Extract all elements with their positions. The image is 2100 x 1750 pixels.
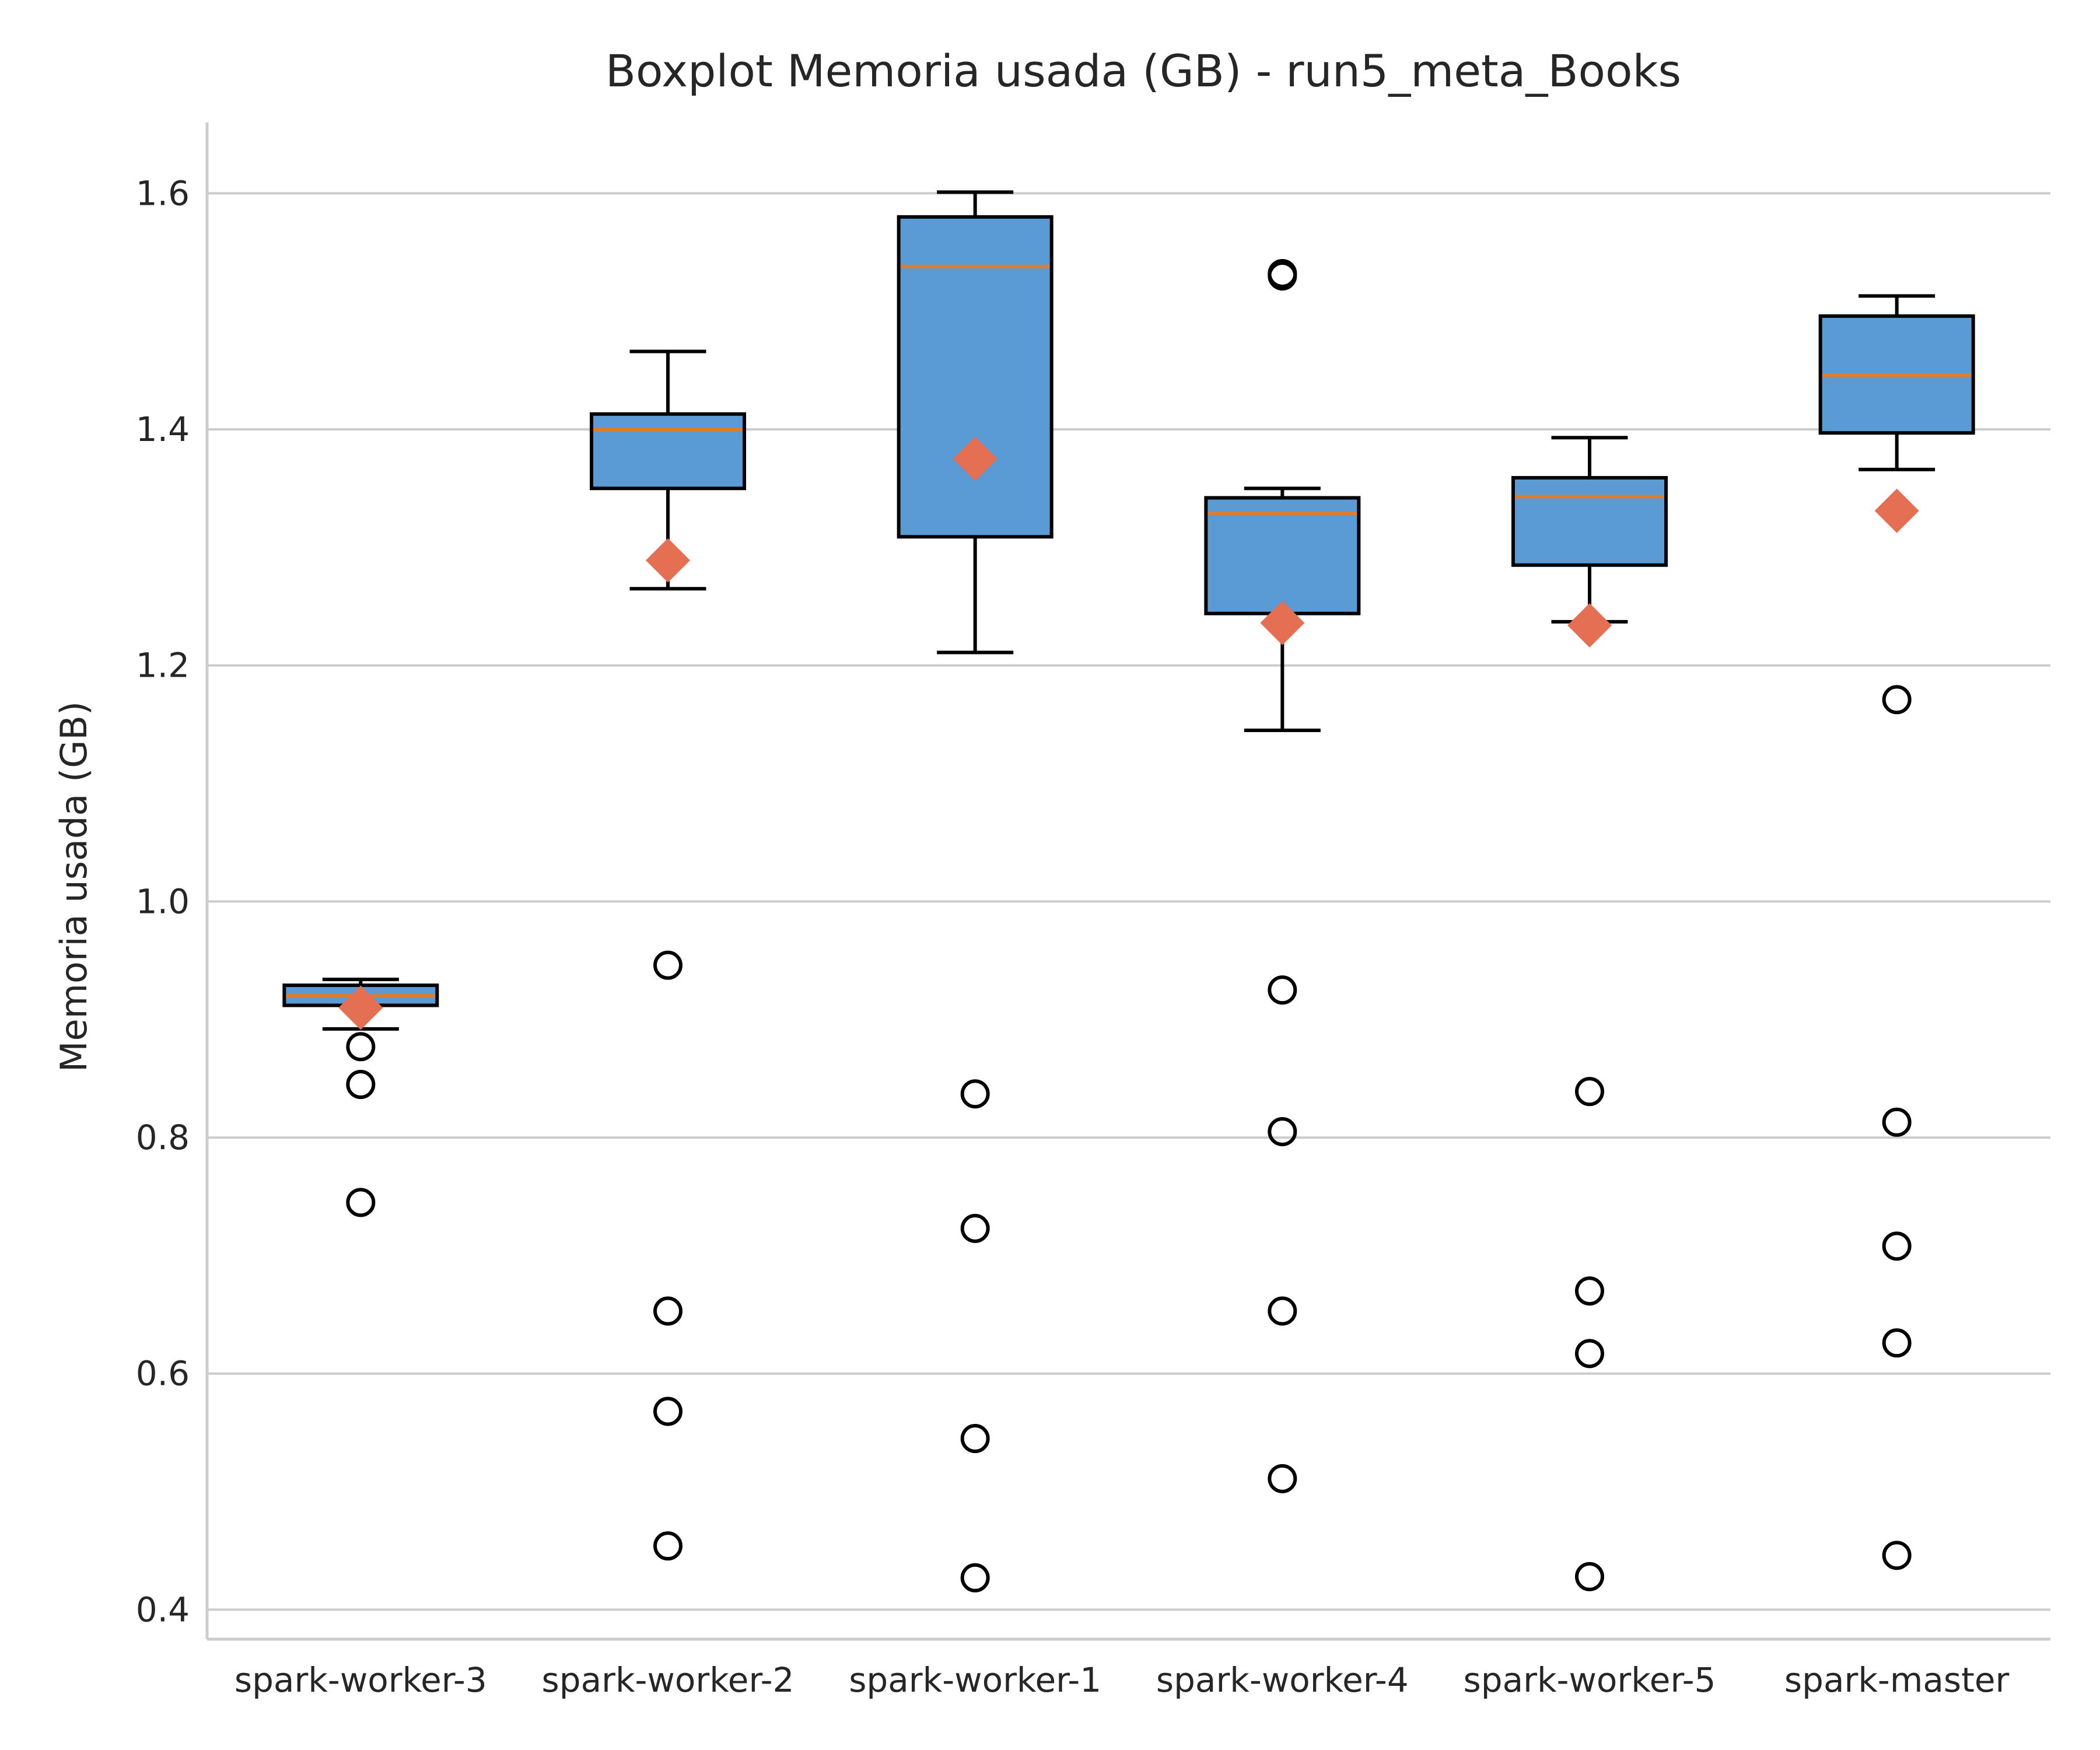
- box-group-spark-worker-5: [1511, 436, 1668, 1591]
- iqr-box: [1204, 496, 1361, 615]
- mean-marker: [646, 538, 690, 583]
- x-tick-label: spark-worker-3: [235, 1660, 487, 1700]
- x-tick-label: spark-worker-2: [542, 1660, 794, 1700]
- y-tick-label: 0.8: [136, 1118, 190, 1157]
- y-tick-label: 0.4: [136, 1590, 190, 1629]
- outlier-point: [1575, 1276, 1604, 1306]
- mean-marker: [1260, 600, 1305, 645]
- outlier-point: [1882, 1541, 1912, 1570]
- outlier-point: [960, 1213, 990, 1243]
- y-tick-label: 1.2: [136, 646, 190, 685]
- outlier-point: [1882, 1107, 1912, 1137]
- box-group-spark-master: [1818, 294, 1975, 1570]
- axes: [205, 123, 2050, 1641]
- outlier-point: [1882, 1328, 1912, 1358]
- outlier-point: [1268, 975, 1297, 1005]
- mean-marker: [953, 436, 998, 481]
- iqr-box: [590, 412, 746, 491]
- box-group-spark-worker-1: [897, 190, 1054, 1592]
- y-tick-label: 0.6: [136, 1354, 190, 1394]
- outlier-point: [346, 1032, 376, 1062]
- x-tick-label: spark-worker-4: [1156, 1660, 1409, 1700]
- outlier-point: [1575, 1077, 1604, 1107]
- outlier-point: [653, 1531, 682, 1561]
- outlier-point: [1268, 1296, 1297, 1326]
- y-tick-label: 1.4: [136, 410, 190, 449]
- outlier-point: [1268, 1116, 1297, 1146]
- outlier-point: [653, 1396, 682, 1426]
- tick-labels: 0.4 0.6 0.8 1.0 1.2 1.4 1.6 spark-worker-3 spark…: [136, 173, 2010, 1700]
- outlier-point: [653, 950, 682, 980]
- box-group-spark-worker-4: [1204, 258, 1361, 1493]
- boxes-layer: [282, 190, 1975, 1592]
- gridlines: [207, 192, 2050, 1611]
- x-tick-label: spark-master: [1784, 1660, 2010, 1700]
- box-group-spark-worker-2: [590, 349, 746, 1561]
- outlier-point: [1268, 261, 1297, 291]
- chart-title: Boxplot Memoria usada (GB) - run5_meta_B…: [606, 45, 1681, 97]
- iqr-box: [897, 215, 1054, 539]
- mean-marker: [1874, 488, 1919, 533]
- outlier-point: [653, 1296, 682, 1326]
- mean-marker: [338, 985, 383, 1030]
- x-tick-label: spark-worker-5: [1464, 1660, 1716, 1700]
- outlier-point: [960, 1563, 990, 1592]
- outlier-point: [960, 1079, 990, 1109]
- outlier-point: [1882, 685, 1912, 715]
- y-tick-label: 1.0: [136, 881, 190, 921]
- outlier-point: [960, 1424, 990, 1454]
- y-axis-label: Memoria usada (GB): [52, 701, 95, 1072]
- outlier-point: [346, 1188, 376, 1217]
- outlier-point: [1575, 1339, 1604, 1368]
- y-tick-label: 1.6: [136, 173, 190, 213]
- outlier-point: [1268, 1464, 1297, 1493]
- outlier-point: [1882, 1231, 1912, 1261]
- iqr-box: [1511, 476, 1668, 567]
- box-group-spark-worker-3: [282, 977, 439, 1217]
- mean-marker: [1567, 603, 1612, 648]
- x-tick-label: spark-worker-1: [849, 1660, 1101, 1700]
- outlier-point: [346, 1070, 376, 1100]
- outlier-point: [1575, 1562, 1604, 1591]
